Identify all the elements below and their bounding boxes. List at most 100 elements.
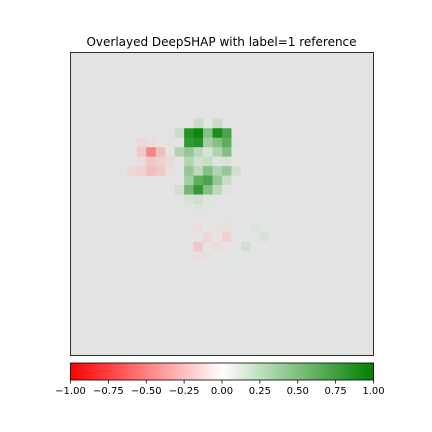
colorbar-segment: [85, 363, 89, 380]
colorbar-segment: [190, 363, 194, 380]
heatmap-cell: [203, 204, 213, 214]
colorbar-segment: [205, 363, 209, 380]
heatmap-cell: [212, 166, 223, 176]
colorbar-segment: [118, 363, 122, 380]
colorbar-segment: [145, 363, 149, 380]
heatmap-cell: [231, 289, 242, 299]
heatmap-cell: [146, 147, 157, 157]
heatmap-cell: [212, 128, 223, 139]
heatmap-cell: [231, 298, 242, 309]
heatmap-cell: [165, 156, 175, 167]
colorbar-segment: [82, 363, 86, 380]
heatmap-cell: [136, 137, 147, 148]
colorbar-segment: [142, 363, 146, 380]
heatmap-cell: [231, 185, 242, 195]
heatmap-cell: [193, 204, 204, 214]
heatmap-cell: [259, 222, 270, 233]
colorbar-segment: [94, 363, 98, 380]
heatmap-cell: [222, 279, 232, 290]
colorbar-segment: [250, 363, 254, 380]
colorbar-segment: [244, 363, 248, 380]
heatmap-cell: [155, 175, 166, 186]
colorbar-segment: [370, 363, 374, 380]
colorbar-segment: [97, 363, 101, 380]
heatmap-cell: [165, 166, 175, 176]
heatmap-cell: [240, 241, 251, 252]
heatmap-cell: [203, 251, 213, 262]
heatmap-cell: [203, 166, 213, 176]
colorbar-segment: [319, 363, 323, 380]
colorbar-segment: [196, 363, 200, 380]
colorbar-segment: [211, 363, 215, 380]
colorbar-segment: [283, 363, 287, 380]
heatmap-cell: [231, 147, 242, 157]
colorbar-segment: [172, 363, 176, 380]
colorbar-segment: [313, 363, 317, 380]
colorbar-segment: [178, 363, 182, 380]
heatmap-cell: [203, 175, 213, 186]
heatmap-cell: [231, 175, 242, 186]
heatmap-cell: [184, 128, 194, 139]
heatmap-cell: [184, 166, 194, 176]
colorbar-segment: [130, 363, 134, 380]
colorbar-tick-label: −1.00: [55, 386, 86, 397]
colorbar-segment: [298, 363, 302, 380]
heatmap-cell: [240, 260, 251, 271]
colorbar-ticks: −1.00 −0.75 −0.50 −0.25 0.00 0.25 0.50 0.75 1.00: [55, 380, 385, 397]
heatmap-cell: [259, 241, 270, 252]
heatmap-cell: [193, 156, 204, 167]
colorbar-segment: [115, 363, 119, 380]
colorbar-segment: [265, 363, 269, 380]
colorbar-segment: [247, 363, 251, 380]
heatmap-cell: [136, 166, 147, 176]
colorbar-segment: [286, 363, 290, 380]
colorbar-segment: [220, 363, 224, 380]
heatmap-cell: [174, 156, 185, 167]
colorbar-segment: [103, 363, 107, 380]
colorbar-segment: [274, 363, 278, 380]
colorbar-segment: [88, 363, 92, 380]
heatmap-cell: [212, 185, 223, 195]
colorbar-segment: [307, 363, 311, 380]
heatmap-cell: [203, 137, 213, 148]
heatmap-cell: [250, 270, 261, 281]
colorbar-segment: [70, 363, 74, 380]
heatmap-cell: [184, 232, 194, 243]
colorbar-segment: [154, 363, 158, 380]
heatmap-cell: [212, 222, 223, 233]
heatmap-cell: [240, 222, 251, 233]
heatmap-cell: [203, 260, 213, 271]
colorbar-segment: [184, 363, 188, 380]
heatmap-cell: [146, 166, 157, 176]
colorbar-segment: [148, 363, 152, 380]
heatmap-cell: [250, 232, 261, 243]
colorbar-segment: [280, 363, 284, 380]
heatmap-cell: [155, 156, 166, 167]
heatmap-cell: [212, 175, 223, 186]
colorbar-segment: [202, 363, 206, 380]
colorbar-segment: [256, 363, 260, 380]
colorbar-segment: [367, 363, 371, 380]
heatmap-cell: [250, 251, 261, 262]
heatmap-cell: [203, 222, 213, 233]
heatmap-cell: [174, 185, 185, 195]
colorbar-segment: [160, 363, 164, 380]
heatmap-cell: [184, 251, 194, 262]
colorbar-segment: [151, 363, 155, 380]
heatmap-cell: [193, 260, 204, 271]
colorbar-segment: [238, 363, 242, 380]
heatmap-cell: [222, 241, 232, 252]
heatmap-cell: [222, 128, 232, 139]
heatmap-cell: [203, 232, 213, 243]
colorbar-segment: [217, 363, 221, 380]
heatmap-cell: [174, 137, 185, 148]
heatmap-cell: [155, 147, 166, 157]
colorbar-tick-label: 1.00: [362, 386, 384, 397]
colorbar-segment: [289, 363, 293, 380]
colorbar-segment: [352, 363, 356, 380]
heatmap-cell: [222, 185, 232, 195]
heatmap-cell: [203, 156, 213, 167]
heatmap-cell: [174, 175, 185, 186]
heatmap-cell: [231, 251, 242, 262]
colorbar-segment: [169, 363, 173, 380]
